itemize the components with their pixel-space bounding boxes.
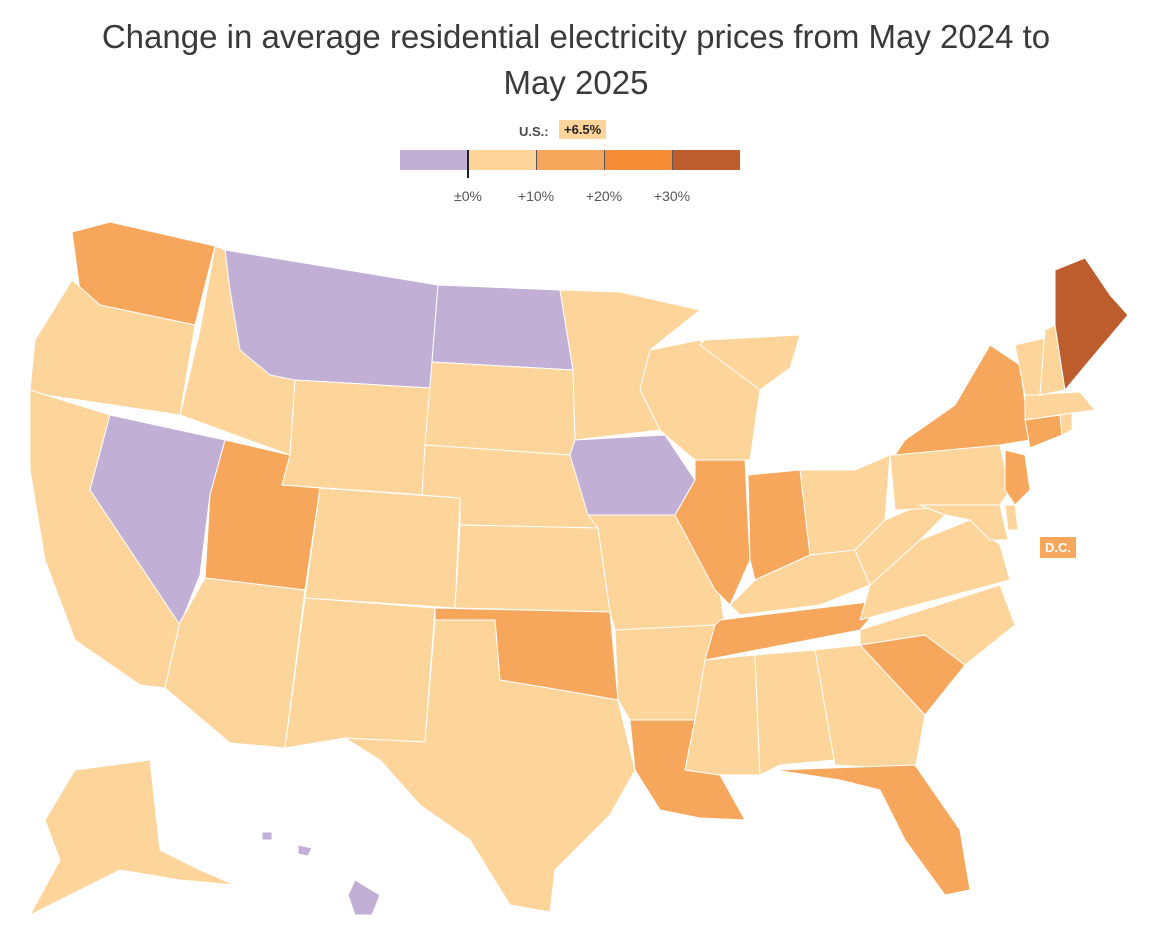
state-nc[interactable] — [859, 584, 1016, 666]
legend-label-0: ±0% — [454, 188, 482, 204]
state-mi[interactable] — [699, 334, 801, 391]
us-average-label: U.S.: — [519, 124, 549, 139]
chart-title: Change in average residential electricit… — [0, 14, 1152, 106]
state-ut[interactable] — [204, 439, 321, 591]
state-pa[interactable] — [889, 444, 1011, 511]
state-nm[interactable] — [284, 597, 436, 749]
state-co[interactable] — [304, 487, 461, 609]
state-ga[interactable] — [814, 644, 926, 771]
legend-label-30: +30% — [653, 188, 691, 204]
us-average-value: +6.5% — [559, 120, 607, 139]
state-md[interactable] — [919, 504, 1009, 541]
state-az[interactable] — [164, 577, 306, 749]
legend-tick-10 — [536, 150, 537, 170]
state-ak[interactable] — [29, 759, 236, 916]
legend-bin-30-plus — [672, 150, 740, 170]
states-layer — [29, 221, 1129, 916]
legend-bin-20-30 — [604, 150, 672, 170]
state-hi-island[interactable] — [261, 831, 273, 841]
legend-tick-zero — [467, 150, 469, 178]
state-hi[interactable] — [347, 879, 381, 916]
state-ma[interactable] — [1024, 391, 1096, 421]
us-average: U.S.: +6.5% — [0, 120, 1152, 144]
legend-label-10: +10% — [517, 188, 555, 204]
state-al[interactable] — [754, 649, 836, 776]
state-il[interactable] — [674, 459, 751, 606]
state-sd[interactable] — [424, 361, 576, 456]
state-or[interactable] — [29, 279, 196, 416]
legend-bin-0-10 — [468, 150, 536, 170]
state-fl[interactable] — [774, 764, 971, 896]
dc-badge: D.C. — [1040, 537, 1076, 558]
state-tx[interactable] — [344, 619, 636, 913]
legend-bin-10-20 — [536, 150, 604, 170]
title-line-1: Change in average residential electricit… — [101, 18, 1051, 55]
state-ny[interactable] — [894, 344, 1031, 456]
state-nj[interactable] — [1004, 449, 1031, 506]
state-ia[interactable] — [569, 434, 696, 516]
legend-bin-decrease — [400, 150, 468, 170]
state-wy[interactable] — [281, 379, 431, 496]
title-line-2: May 2025 — [503, 64, 649, 101]
legend-label-20: +20% — [585, 188, 623, 204]
state-ct[interactable] — [1024, 414, 1063, 449]
legend-labels: ±0% +10% +20% +30% — [0, 188, 1152, 208]
state-nd[interactable] — [431, 284, 574, 371]
color-legend — [400, 150, 740, 178]
state-me[interactable] — [1054, 257, 1129, 391]
state-de[interactable] — [1004, 504, 1019, 531]
state-tn[interactable] — [704, 599, 886, 661]
state-ks[interactable] — [454, 524, 611, 613]
legend-tick-30 — [672, 150, 673, 170]
state-hi-island[interactable] — [297, 844, 313, 857]
state-ri[interactable] — [1059, 412, 1073, 436]
legend-tick-20 — [604, 150, 605, 170]
